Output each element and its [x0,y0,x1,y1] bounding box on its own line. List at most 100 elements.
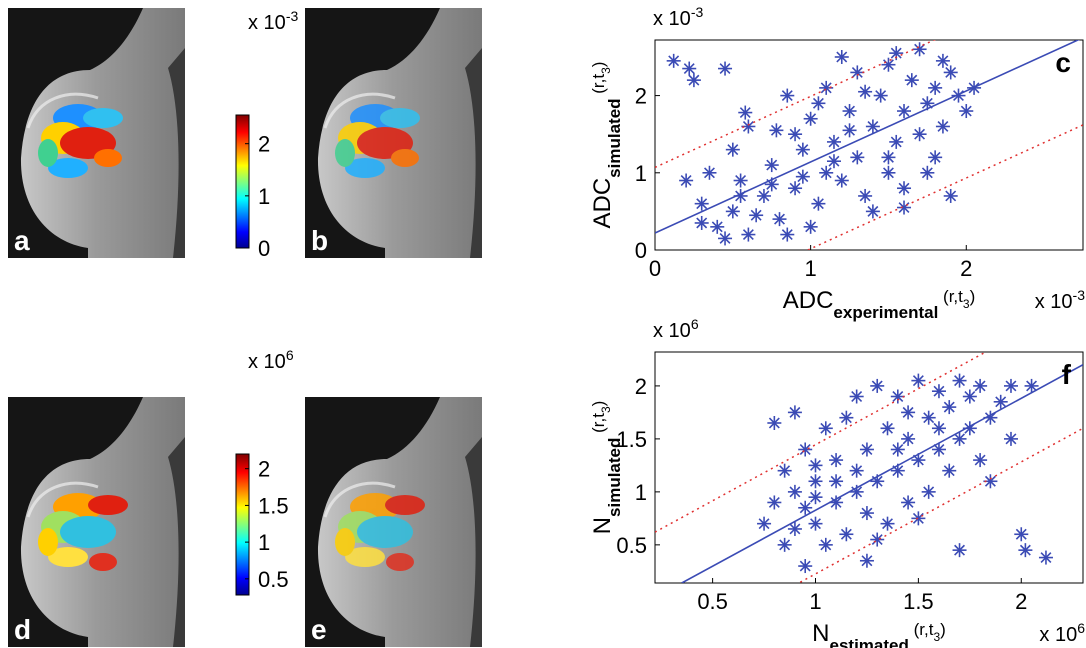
point-stroke [844,124,856,136]
point-stroke [923,486,935,498]
point-stroke [871,380,883,392]
point-stroke [1015,528,1027,540]
point-stroke [779,465,791,477]
point [873,88,888,103]
point [780,88,795,103]
label-args: (r,t [938,287,963,306]
point-stroke [820,539,832,551]
point-stroke [882,151,894,163]
point-stroke [750,209,762,221]
point-stroke [742,121,754,132]
point-stroke [923,412,935,424]
point [741,227,756,242]
point-stroke [810,459,821,471]
point [897,104,912,119]
label-sub: estimated [830,636,909,648]
point [738,105,753,120]
point-stroke [789,182,801,194]
point-stroke [711,221,723,233]
point-stroke [861,555,873,567]
point [973,378,988,393]
point [818,421,833,436]
point-stroke [921,167,933,179]
multiplier-base: x 10 [248,351,286,373]
point [808,490,823,505]
point-stroke [851,486,863,498]
y-tick-label: 1 [635,161,647,186]
point [679,173,694,188]
point [920,165,935,180]
y-tick-label: 0.5 [616,533,647,558]
point [911,373,926,388]
x-tick-label: 0 [649,256,661,281]
point-stroke [830,497,842,508]
point [839,410,854,425]
point [870,378,885,393]
colorbar-tick-label: 1 [258,530,270,555]
point [767,495,782,510]
point-stroke [912,454,924,466]
label-args: (r,t [589,74,608,99]
point-stroke [871,475,883,487]
point-stroke [929,82,941,94]
fit-line [655,40,936,169]
point [1038,550,1053,565]
colorbar-tick-label: 0 [258,236,270,261]
point [849,389,864,404]
multiplier: x 10-3 [653,4,703,30]
point-stroke [820,167,832,179]
point [920,96,935,111]
point-stroke [758,190,770,202]
point-stroke [945,66,957,78]
point-stroke [933,444,945,455]
colorbar-tick-label: 1 [258,184,270,209]
colorbar-tick-label: 1.5 [258,493,289,518]
point-stroke [758,518,770,530]
point-stroke [727,144,739,156]
point [935,119,950,134]
point [952,543,967,558]
multiplier-exponent: 6 [1077,620,1085,636]
multiplier-exponent: -3 [1073,287,1086,303]
point [798,559,813,574]
point [1024,378,1039,393]
point-stroke [812,198,824,210]
fit-line [806,124,1083,250]
point-stroke [768,497,780,508]
point-stroke [902,406,914,418]
point-stroke [937,55,949,67]
colorbar [235,453,250,596]
point [808,516,823,531]
point-stroke [937,121,949,132]
point-stroke [912,512,924,524]
point-stroke [812,97,824,109]
point [952,431,967,446]
label-main: ADC [589,178,616,229]
point [772,212,787,227]
point-stroke [871,534,883,546]
point-stroke [943,465,955,477]
label-args-sub: 3 [933,630,940,644]
point-stroke [984,475,996,487]
point [718,61,733,76]
point [682,61,697,76]
label-close: ) [589,62,608,68]
label-args: (r,t [909,620,934,639]
point [718,231,733,246]
point-stroke [974,454,986,466]
label-close: ) [970,287,976,306]
point [842,104,857,119]
point [931,384,946,399]
point [749,208,764,223]
point [756,188,771,203]
point [942,400,957,415]
fit-line [655,40,1080,234]
point [795,142,810,157]
mri-image [303,395,484,648]
point [921,484,936,499]
point [666,53,681,68]
x-tick-label: 0.5 [697,589,728,614]
point-stroke [851,391,863,402]
multiplier-exponent: -3 [286,8,299,24]
point [777,463,792,478]
